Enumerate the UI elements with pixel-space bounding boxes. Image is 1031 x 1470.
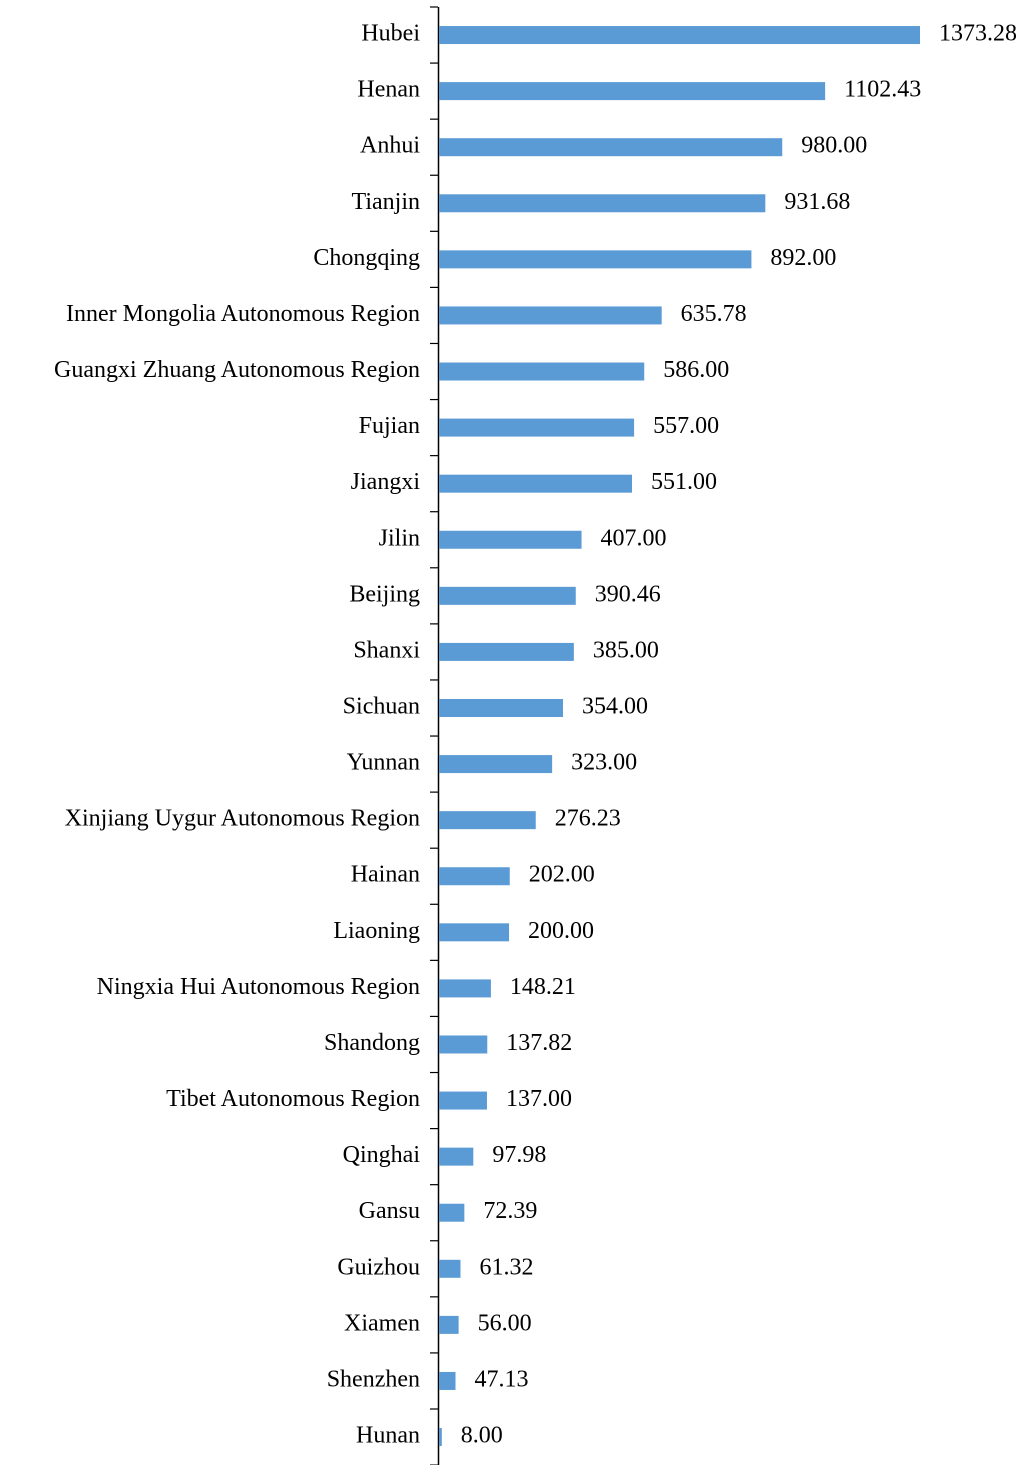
- category-label: Xiamen: [344, 1310, 420, 1336]
- category-label: Yunnan: [347, 750, 420, 776]
- value-label: 407.00: [601, 525, 667, 551]
- category-label: Shanxi: [353, 637, 420, 663]
- value-label: 200.00: [528, 918, 594, 944]
- bar: [439, 1428, 442, 1447]
- bar: [439, 26, 920, 45]
- bar: [439, 867, 510, 886]
- bar: [439, 979, 491, 998]
- bar: [439, 1259, 461, 1278]
- bar: [439, 194, 766, 213]
- value-label: 931.68: [784, 189, 850, 215]
- bar: [439, 474, 632, 493]
- value-label: 586.00: [663, 357, 729, 383]
- bar: [439, 923, 510, 942]
- bar: [439, 1371, 456, 1390]
- category-label: Liaoning: [333, 918, 420, 944]
- bar: [439, 306, 662, 325]
- category-label: Chongqing: [313, 245, 420, 271]
- category-label: Ningxia Hui Autonomous Region: [97, 974, 420, 1000]
- category-label: Tianjin: [352, 189, 420, 215]
- value-label: 61.32: [479, 1254, 533, 1280]
- category-label: Hainan: [351, 862, 420, 888]
- value-label: 1373.28: [939, 21, 1017, 47]
- bar: [439, 642, 574, 661]
- value-label: 1102.43: [844, 77, 921, 103]
- value-label: 137.00: [506, 1086, 572, 1112]
- category-label: Tibet Autonomous Region: [166, 1086, 420, 1112]
- category-label: Guizhou: [337, 1254, 420, 1280]
- value-label: 385.00: [593, 637, 659, 663]
- value-label: 72.39: [483, 1198, 537, 1224]
- category-label: Jiangxi: [351, 469, 421, 495]
- bar: [439, 755, 553, 774]
- value-label: 97.98: [492, 1142, 546, 1168]
- bar: [439, 811, 536, 830]
- value-label: 892.00: [770, 245, 836, 271]
- category-label: Inner Mongolia Autonomous Region: [66, 301, 420, 327]
- value-label: 8.00: [461, 1423, 503, 1449]
- category-label: Sichuan: [343, 694, 420, 720]
- category-label: Fujian: [359, 413, 420, 439]
- bar: [439, 1035, 488, 1054]
- category-label: Qinghai: [343, 1142, 421, 1168]
- category-label: Xinjiang Uygur Autonomous Region: [65, 806, 420, 832]
- bar: [439, 418, 635, 437]
- bar: [439, 1203, 465, 1222]
- value-label: 354.00: [582, 694, 648, 720]
- category-label: Henan: [357, 77, 420, 103]
- bar: [439, 1091, 487, 1110]
- bar: [439, 586, 576, 605]
- bar: [439, 250, 752, 269]
- category-label: Hubei: [361, 21, 420, 47]
- category-label: Shandong: [324, 1030, 420, 1056]
- bar: [439, 82, 826, 101]
- value-label: 56.00: [478, 1310, 532, 1336]
- value-label: 980.00: [801, 133, 867, 159]
- value-label: 137.82: [506, 1030, 572, 1056]
- bar: [439, 138, 783, 157]
- category-label: Anhui: [360, 133, 420, 159]
- value-label: 557.00: [653, 413, 719, 439]
- category-label: Beijing: [349, 581, 420, 607]
- value-label: 390.46: [595, 581, 661, 607]
- bar: [439, 1147, 474, 1166]
- category-label: Shenzhen: [327, 1366, 420, 1392]
- value-label: 202.00: [529, 862, 595, 888]
- bar: [439, 530, 582, 549]
- category-label: Guangxi Zhuang Autonomous Region: [54, 357, 420, 383]
- bar: [439, 362, 645, 381]
- value-label: 551.00: [651, 469, 717, 495]
- value-label: 148.21: [510, 974, 576, 1000]
- bar: [439, 699, 563, 717]
- category-label: Jilin: [379, 525, 420, 551]
- bar: [439, 1315, 459, 1334]
- value-label: 276.23: [555, 806, 621, 832]
- value-label: 47.13: [475, 1366, 529, 1392]
- value-label: 323.00: [571, 750, 637, 776]
- category-label: Hunan: [356, 1423, 420, 1449]
- value-label: 635.78: [681, 301, 747, 327]
- category-label: Gansu: [359, 1198, 420, 1224]
